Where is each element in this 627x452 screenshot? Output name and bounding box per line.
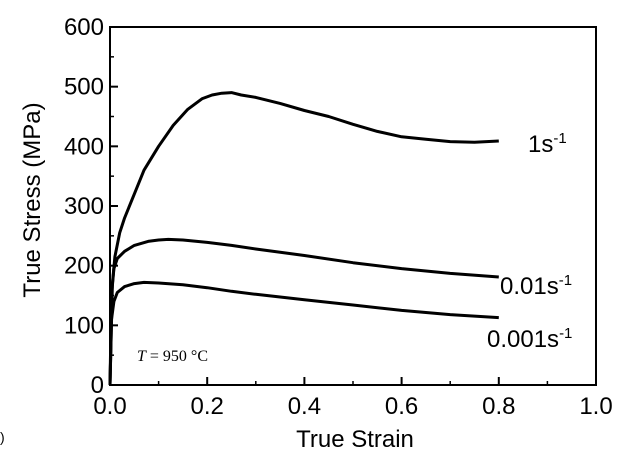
series-label-0: 1s-1 (528, 130, 567, 158)
y-tick-label: 500 (64, 74, 104, 101)
series-labels: 1s-10.01s-10.001s-1 (487, 130, 572, 353)
y-tick-label: 200 (64, 253, 104, 280)
series-label-exponent: -1 (553, 130, 566, 147)
y-tick-label: 0 (91, 372, 104, 399)
x-tick-label: 0.8 (482, 393, 515, 420)
y-tick-label: 600 (64, 14, 104, 41)
x-tick-label: 0.4 (288, 393, 321, 420)
y-axis-title: True Stress (MPa) (19, 102, 46, 297)
series-label-base: 1s (528, 131, 553, 158)
x-axis-title: True Strain (296, 426, 414, 452)
series-label-exponent: -1 (559, 272, 572, 289)
series-lines (108, 91, 499, 386)
series-label-1: 0.01s-1 (500, 272, 572, 300)
series-label-2: 0.001s-1 (487, 325, 572, 353)
temperature-annotation: T = 950 °C (137, 348, 208, 365)
x-tick-label: 0.2 (191, 393, 224, 420)
panel-marker: ) (0, 429, 5, 445)
y-tick-label: 300 (64, 193, 104, 220)
x-tick-label: 0.6 (385, 393, 418, 420)
x-tick-label: 0.0 (93, 393, 126, 420)
series-label-base: 0.001s (487, 326, 559, 353)
series-line-0 (108, 91, 499, 386)
series-line-2 (108, 280, 499, 386)
annotation-text: = 950 °C (146, 348, 208, 365)
y-tick-label: 100 (64, 312, 104, 339)
series-line-1 (108, 237, 499, 386)
x-tick-label: 1.0 (579, 393, 612, 420)
y-tick-label: 400 (64, 133, 104, 160)
annotation-variable: T (137, 348, 147, 365)
series-label-base: 0.01s (500, 273, 559, 300)
series-label-exponent: -1 (559, 325, 572, 342)
axis-ticks: 0.0 0.2 0.4 0.6 0.8 1.0 0 100 200 300 400 500 600 (64, 14, 613, 420)
